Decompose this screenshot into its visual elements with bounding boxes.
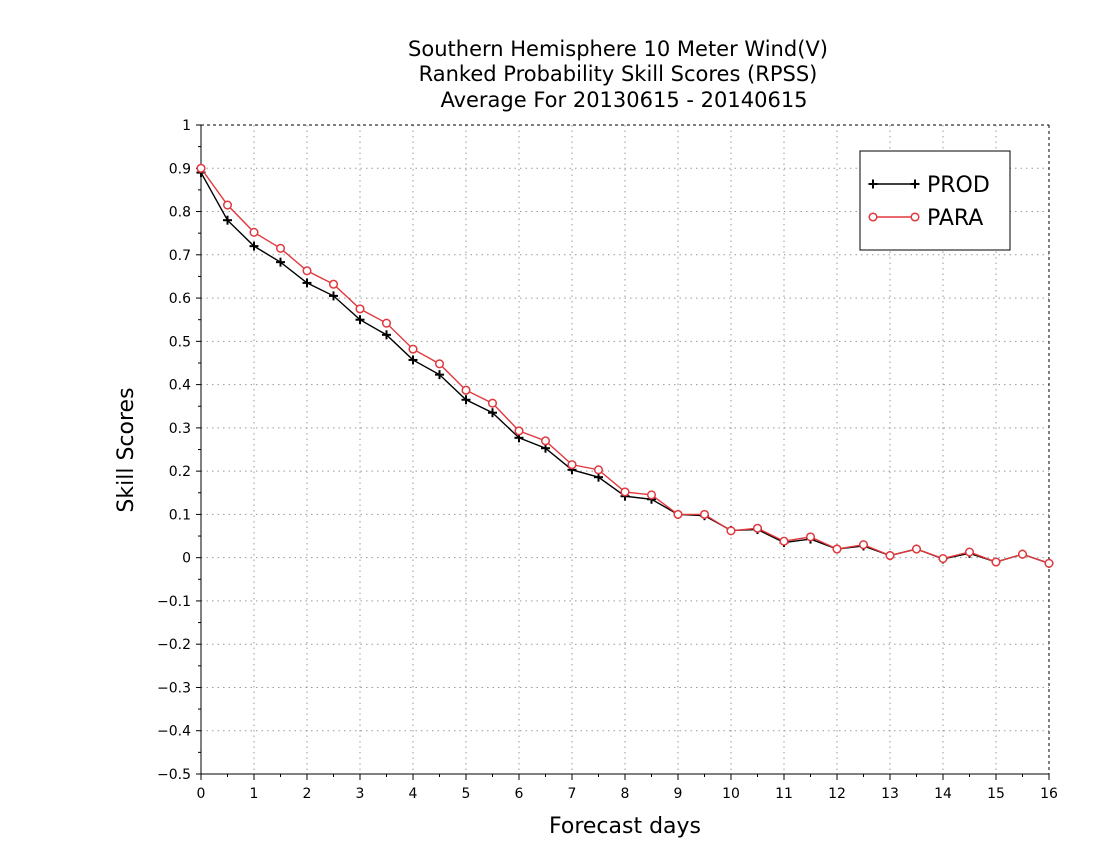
- data-point-prod: [488, 408, 497, 418]
- data-point-para: [911, 544, 922, 554]
- chart-title-line-3: Average For 20130615 - 20140615: [440, 88, 807, 112]
- data-point-para: [461, 385, 471, 395]
- data-point-prod: [249, 241, 259, 251]
- y-tick-label: 0.3: [169, 421, 191, 437]
- x-tick-label: 6: [515, 786, 524, 802]
- data-point-prod: [461, 395, 471, 405]
- data-point-para: [779, 536, 789, 546]
- data-point-prod: [329, 291, 338, 301]
- data-point-para: [434, 359, 445, 369]
- legend-label-prod: PROD: [927, 173, 990, 198]
- legend-marker-prod: [868, 179, 878, 189]
- x-tick-label: 15: [987, 786, 1005, 802]
- x-axis-label: Forecast days: [549, 814, 701, 839]
- y-tick-label: −0.2: [157, 637, 191, 653]
- data-point-prod: [355, 315, 365, 325]
- x-tick-label: 8: [621, 786, 630, 802]
- data-point-para: [567, 460, 577, 470]
- series-para: [196, 163, 1054, 568]
- y-axis-label: Skill Scores: [114, 387, 139, 512]
- legend-label-para: PARA: [927, 206, 983, 231]
- data-point-para: [673, 509, 683, 519]
- data-point-prod: [223, 215, 232, 225]
- x-tick-label: 1: [250, 786, 259, 802]
- y-tick-label: −0.4: [157, 724, 191, 740]
- y-tick-label: 0.2: [169, 464, 191, 480]
- data-point-para: [593, 465, 604, 475]
- data-point-para: [249, 227, 259, 237]
- x-tick-label: 12: [828, 786, 846, 802]
- data-point-para: [302, 266, 312, 276]
- x-tick-label: 9: [674, 786, 683, 802]
- data-point-para: [991, 557, 1001, 567]
- legend-marker-para: [910, 212, 920, 222]
- y-tick-label: 0: [182, 551, 191, 567]
- x-tick-label: 10: [722, 786, 740, 802]
- y-tick-label: 1: [182, 118, 191, 134]
- x-tick-label: 16: [1040, 786, 1058, 802]
- data-point-para: [487, 398, 498, 408]
- data-point-para: [275, 243, 286, 253]
- y-tick-label: 0.1: [169, 507, 191, 523]
- x-tick-label: 7: [568, 786, 577, 802]
- data-point-para: [620, 487, 630, 497]
- data-point-para: [514, 426, 524, 436]
- y-tick-label: 0.7: [169, 248, 191, 264]
- data-point-para: [699, 509, 710, 519]
- data-point-prod: [408, 355, 418, 365]
- x-tick-label: 14: [934, 786, 952, 802]
- data-point-prod: [276, 257, 285, 267]
- x-tick-label: 11: [775, 786, 793, 802]
- data-point-para: [646, 490, 657, 500]
- x-tick-label: 3: [356, 786, 365, 802]
- x-tick-label: 13: [881, 786, 899, 802]
- data-point-para: [832, 544, 842, 554]
- data-point-para: [726, 526, 736, 536]
- y-tick-label: 0.5: [169, 334, 191, 350]
- axes: −0.5 −0.4 −0.3 −0.2 −0.1 0 0.1 0.2 0.3 0.4 0.5 0.6 0…: [157, 118, 1058, 802]
- data-point-para: [1044, 558, 1054, 568]
- data-point-para: [328, 279, 339, 289]
- legend-box: [859, 150, 1011, 251]
- data-point-para: [858, 540, 869, 550]
- data-point-para: [540, 436, 551, 446]
- data-point-para: [964, 547, 975, 557]
- series-layer: [196, 163, 1054, 568]
- data-point-para: [752, 523, 763, 533]
- y-tick-label: −0.5: [157, 767, 191, 783]
- legend-item-para: PARA: [868, 206, 983, 231]
- x-tick-label: 4: [409, 786, 418, 802]
- legend-marker-para: [868, 212, 878, 222]
- data-point-para: [196, 163, 206, 173]
- y-tick-label: 0.9: [169, 161, 191, 177]
- grid-lines: [201, 125, 1049, 774]
- data-point-para: [805, 532, 816, 542]
- legend-item-prod: PROD: [868, 173, 990, 198]
- y-tick-label: 0.8: [169, 205, 191, 221]
- data-point-prod: [302, 278, 312, 288]
- y-tick-label: −0.1: [157, 594, 191, 610]
- data-point-para: [222, 200, 233, 210]
- chart-title-line-1: Southern Hemisphere 10 Meter Wind(V): [408, 37, 828, 61]
- data-point-para: [938, 553, 948, 564]
- chart-title-line-2: Ranked Probability Skill Scores (RPSS): [419, 62, 818, 86]
- x-tick-label: 5: [462, 786, 471, 802]
- data-point-para: [408, 344, 418, 354]
- data-point-para: [355, 304, 365, 314]
- data-point-prod: [382, 330, 391, 340]
- data-point-para: [885, 550, 895, 561]
- legend-items: PROD PARA: [868, 173, 990, 231]
- x-tick-label: 0: [197, 786, 206, 802]
- x-tick-label: 2: [303, 786, 312, 802]
- data-point-para: [1017, 549, 1028, 559]
- legend-marker-prod: [910, 179, 920, 189]
- data-point-prod: [435, 370, 444, 380]
- data-point-para: [381, 318, 392, 328]
- legend: PROD PARA: [859, 150, 1011, 251]
- y-tick-label: −0.3: [157, 680, 191, 696]
- y-tick-label: 0.6: [169, 291, 191, 307]
- y-tick-label: 0.4: [169, 378, 191, 394]
